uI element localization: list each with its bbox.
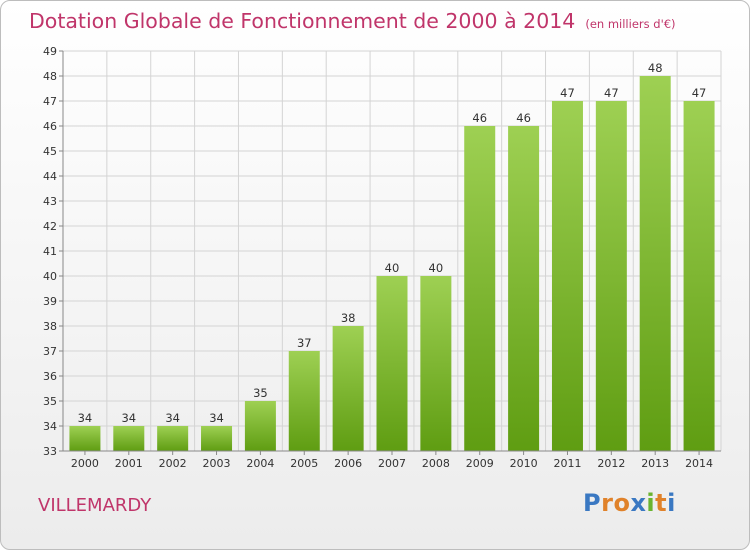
data-label-2007: 40 — [385, 261, 400, 275]
chart-title: Dotation Globale de Fonctionnement de 20… — [29, 9, 676, 33]
x-tick-label-2004: 2004 — [246, 457, 274, 470]
data-label-2011: 47 — [560, 86, 575, 100]
bar-2009 — [464, 126, 496, 451]
x-tick-label-2003: 2003 — [203, 457, 231, 470]
y-tick-label: 36 — [43, 370, 57, 383]
data-label-2009: 46 — [472, 111, 487, 125]
data-label-2002: 34 — [165, 411, 180, 425]
bar-2006 — [332, 326, 364, 451]
logo-letter: o — [613, 489, 631, 517]
x-axis: 2000 2001 2002 2003 2004 2005 2006 2007 2008 2009… — [63, 450, 721, 470]
bar-2013 — [639, 76, 671, 451]
bars — [69, 76, 715, 451]
y-tick-label: 38 — [43, 320, 57, 333]
y-tick-label: 48 — [43, 70, 57, 83]
bar-2010 — [508, 126, 540, 451]
bar-2005 — [288, 351, 320, 451]
logo-letter: i — [646, 489, 656, 517]
logo-letter: i — [667, 489, 676, 517]
y-tick-label: 41 — [43, 245, 57, 258]
chart-subtitle: (en milliers d'€) — [585, 17, 676, 31]
data-label-2014: 47 — [692, 86, 707, 100]
y-tick-label: 45 — [43, 145, 57, 158]
x-tick-label-2014: 2014 — [685, 457, 713, 470]
y-tick-label: 33 — [43, 445, 57, 458]
logo-letter: x — [630, 489, 647, 517]
bar-2011 — [551, 101, 583, 451]
data-labels: 34 34 34 34 35 37 38 40 40 46 46 47 47 48 47 — [78, 61, 707, 425]
y-tick-label: 37 — [43, 345, 57, 358]
x-tick-label-2012: 2012 — [597, 457, 625, 470]
commune-name: VILLEMARDY — [38, 495, 152, 516]
y-tick-label: 39 — [43, 295, 57, 308]
bar-2004 — [244, 401, 276, 451]
bar-2002 — [157, 426, 189, 451]
title-text: Dotation Globale de Fonctionnement de 20… — [29, 9, 576, 33]
x-tick-label-2001: 2001 — [115, 457, 143, 470]
x-tick-label-2006: 2006 — [334, 457, 362, 470]
x-tick-label-2011: 2011 — [553, 457, 581, 470]
data-label-2000: 34 — [78, 411, 93, 425]
y-tick-label: 35 — [43, 395, 57, 408]
bar-2008 — [420, 276, 452, 451]
x-tick-label-2010: 2010 — [510, 457, 538, 470]
data-label-2004: 35 — [253, 386, 268, 400]
y-tick-label: 40 — [43, 270, 57, 283]
data-label-2012: 47 — [604, 86, 619, 100]
logo-letter: t — [655, 489, 668, 517]
y-tick-label: 42 — [43, 220, 57, 233]
data-label-2008: 40 — [429, 261, 444, 275]
data-label-2006: 38 — [341, 311, 356, 325]
data-label-2005: 37 — [297, 336, 312, 350]
x-tick-label-2009: 2009 — [466, 457, 494, 470]
x-tick-label-2000: 2000 — [71, 457, 99, 470]
y-tick-label: 44 — [43, 170, 57, 183]
y-tick-label: 46 — [43, 120, 57, 133]
y-tick-label: 47 — [43, 95, 57, 108]
data-label-2013: 48 — [648, 61, 663, 75]
x-tick-label-2002: 2002 — [159, 457, 187, 470]
y-axis: 33 34 35 36 37 38 39 40 41 42 43 44 45 46 47 48 49 — [43, 45, 64, 458]
bar-2003 — [201, 426, 233, 451]
x-tick-label-2005: 2005 — [290, 457, 318, 470]
y-tick-label: 43 — [43, 195, 57, 208]
proxiti-logo: Proxiti — [583, 489, 676, 517]
bar-2000 — [69, 426, 101, 451]
logo-letter: r — [601, 489, 614, 517]
data-label-2010: 46 — [516, 111, 531, 125]
bar-2012 — [595, 101, 627, 451]
y-tick-label: 34 — [43, 420, 57, 433]
data-label-2003: 34 — [209, 411, 224, 425]
x-tick-label-2013: 2013 — [641, 457, 669, 470]
bar-2007 — [376, 276, 408, 451]
x-tick-label-2007: 2007 — [378, 457, 406, 470]
logo-letter: P — [583, 489, 602, 517]
x-tick-label-2008: 2008 — [422, 457, 450, 470]
y-tick-label: 49 — [43, 45, 57, 58]
bar-2001 — [113, 426, 145, 451]
data-label-2001: 34 — [121, 411, 136, 425]
bar-2014 — [683, 101, 715, 451]
